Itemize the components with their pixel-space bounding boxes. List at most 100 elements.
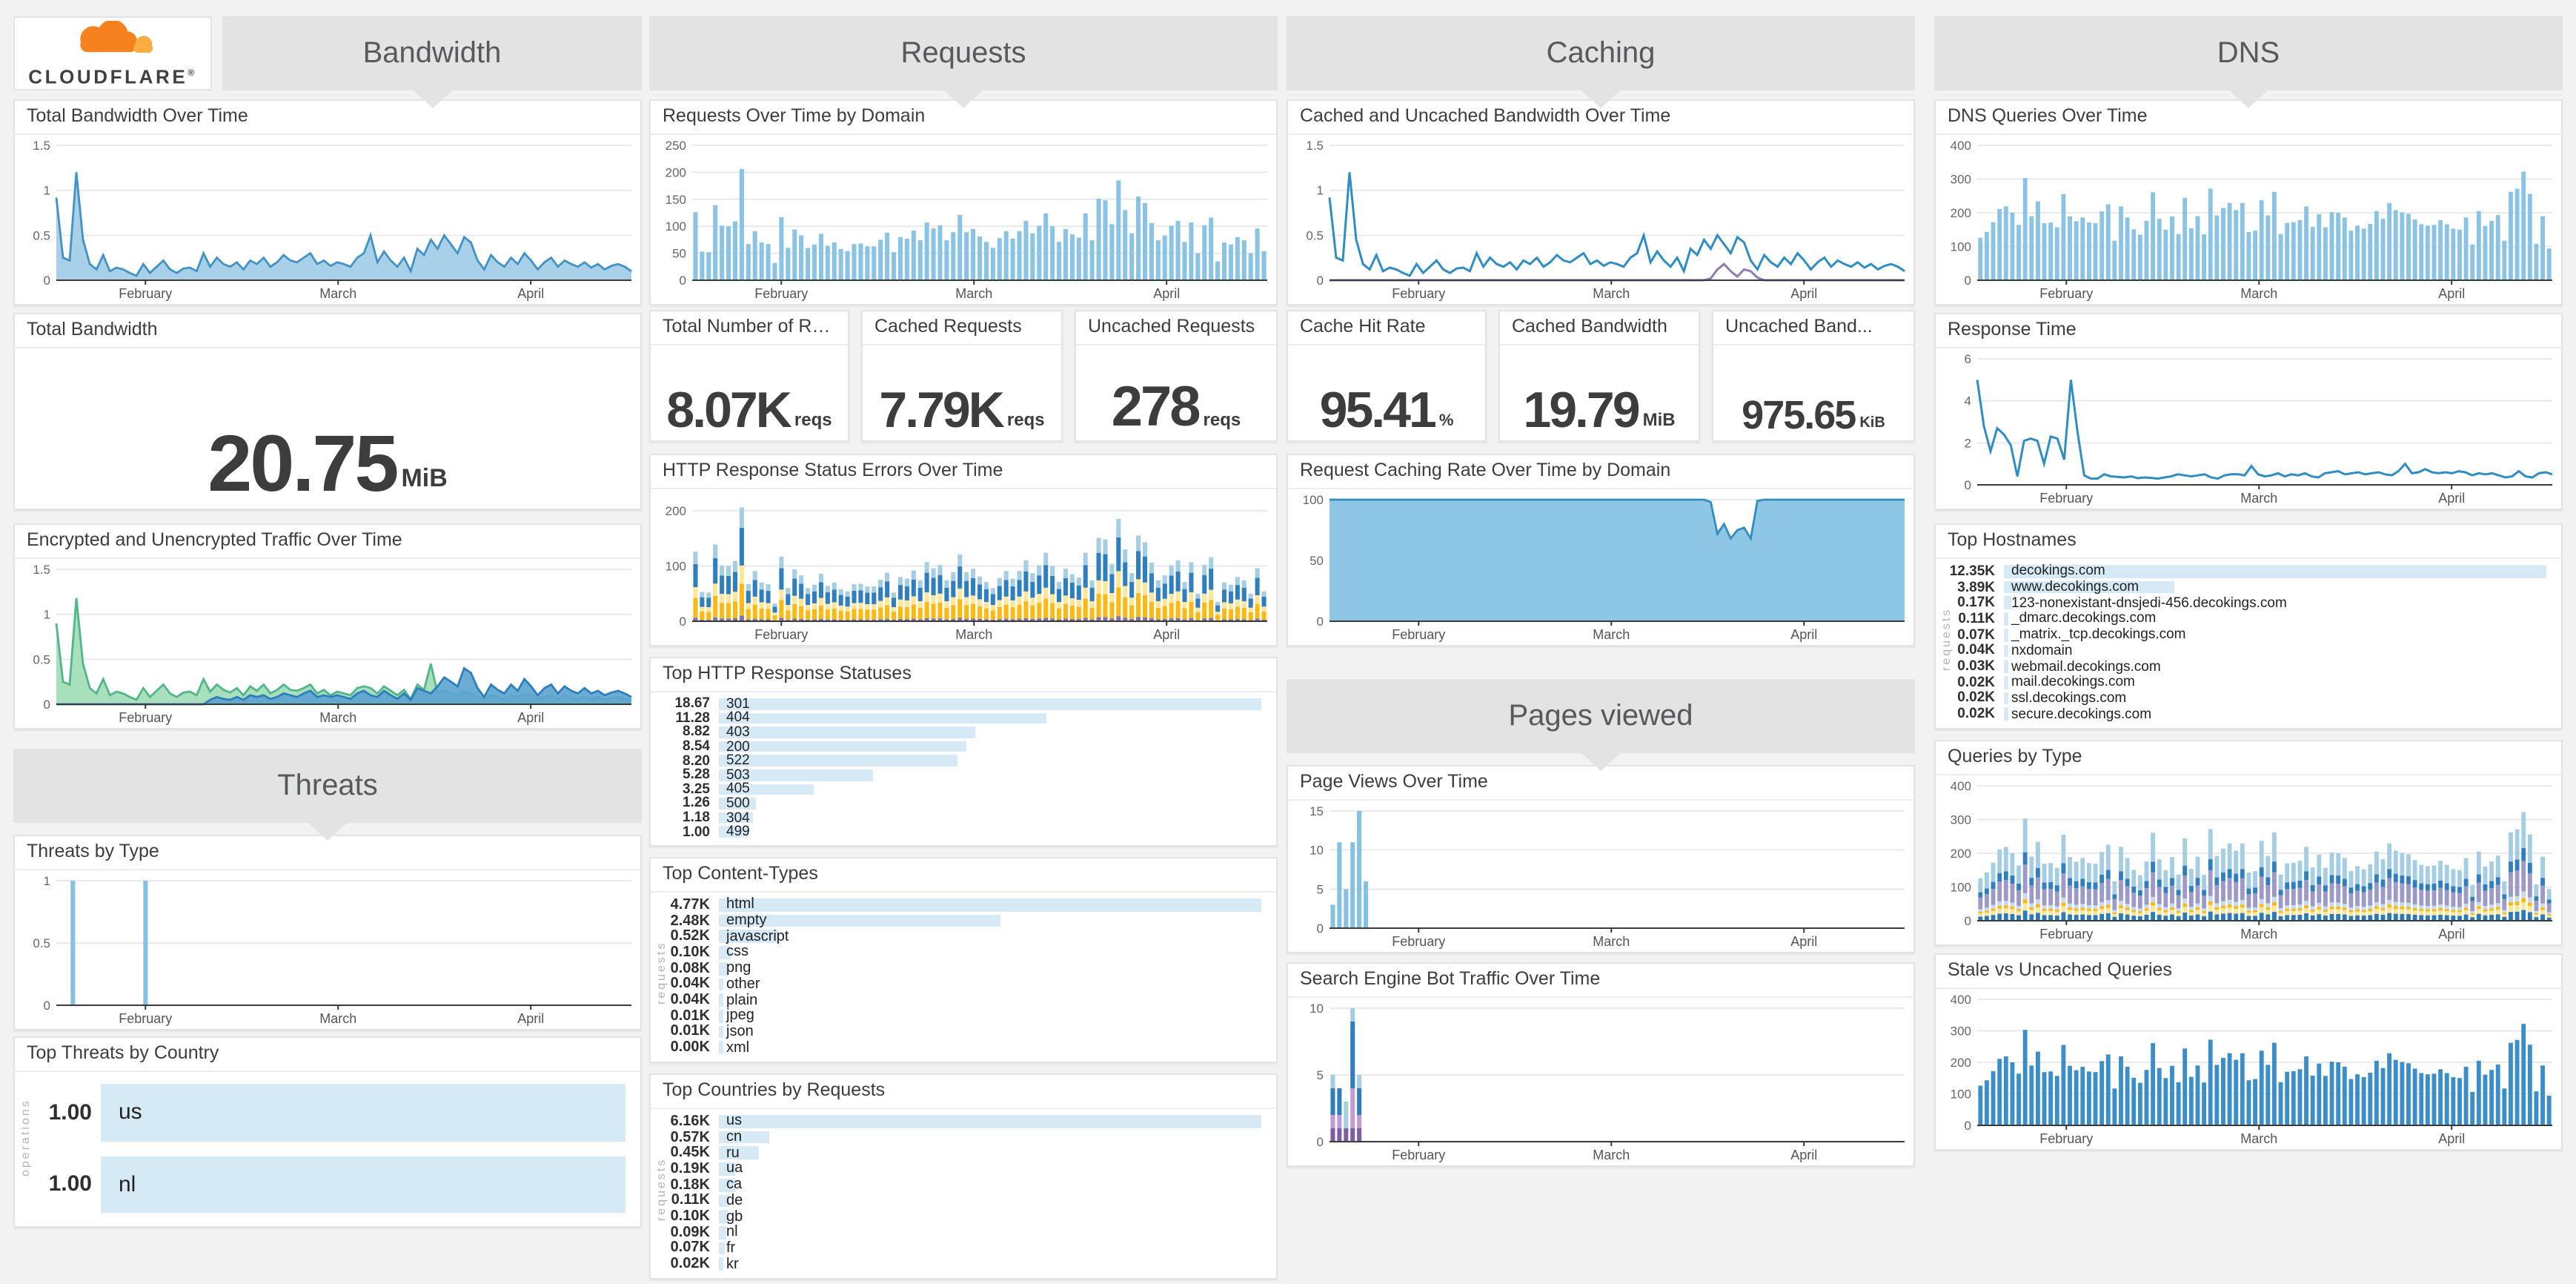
list-item-bar: [719, 899, 1261, 912]
http-errors-chart: 0 100 200 February March April: [665, 504, 1267, 642]
cloudflare-wordmark: CLOUDFLARE®: [28, 65, 197, 88]
list-item: 0.10K css: [651, 944, 1261, 961]
y-axis-label: requests: [654, 940, 668, 1004]
svg-text:April: April: [1153, 627, 1180, 642]
panel-title: Threats by Type: [15, 836, 640, 870]
stat-unit: reqs: [1006, 409, 1045, 430]
list-item-bar: [719, 1242, 726, 1255]
list-item-bar: [719, 1162, 736, 1176]
panel-title: Top HTTP Response Statuses: [651, 658, 1276, 692]
svg-text:April: April: [2438, 927, 2465, 942]
top-statuses-list: 18.67 301 11.28 404 8.82 403 8.54 200 8.20 522 5.2…: [651, 692, 1276, 844]
list-item-value: 12.35K: [1949, 563, 1995, 580]
list-item-label: 405: [726, 781, 750, 798]
list-item-value: 1.26: [683, 795, 710, 812]
svg-text:0: 0: [44, 274, 50, 288]
list-item-bar: [719, 962, 728, 976]
list-item-label: ru: [726, 1145, 740, 1162]
list-item-label: 304: [726, 810, 750, 827]
panel-cache-hit-rate-stat: Cache Hit Rate 95.41 %: [1287, 310, 1487, 442]
section-header-label: Bandwidth: [362, 36, 502, 69]
list-item-value: 0.18K: [670, 1177, 710, 1194]
panel-title: Top Content-Types: [651, 858, 1276, 893]
list-item-value: 0.03K: [1957, 658, 1995, 675]
svg-text:100: 100: [665, 559, 686, 573]
list-item-bar: [719, 1194, 729, 1208]
panel-content-types: Top Content-Types requests 4.77K html 2.48…: [649, 857, 1278, 1063]
dns-queries-chart: 0 100 200 300 400 February March April: [1951, 139, 2552, 301]
panel-title: Cached Bandwidth: [1500, 311, 1699, 345]
svg-text:200: 200: [1951, 206, 1971, 220]
svg-text:March: March: [2240, 491, 2277, 506]
list-item-label: css: [726, 944, 748, 961]
column-requests: Requests Requests Over Time by Domain 0 5…: [649, 16, 1278, 1280]
svg-text:April: April: [1790, 1148, 1817, 1162]
panel-title: Response Time: [1936, 314, 2561, 348]
list-item: 0.04K nxdomain: [1936, 642, 2546, 659]
list-item: 8.82 403: [651, 724, 1261, 741]
list-item-value: 0.04K: [670, 992, 710, 1009]
svg-text:February: February: [119, 710, 172, 725]
svg-text:10: 10: [1309, 1002, 1324, 1016]
list-item-label: nl: [726, 1224, 738, 1241]
svg-text:0: 0: [1317, 1135, 1324, 1149]
section-header-label: Requests: [900, 36, 1026, 69]
section-header-label: DNS: [2217, 36, 2280, 69]
list-item-bar: [719, 1225, 727, 1240]
list-item-value: 0.07K: [670, 1240, 710, 1257]
list-item-label: _dmarc.decokings.com: [2011, 610, 2157, 627]
list-item-label: webmail.decokings.com: [2011, 658, 2161, 675]
svg-text:0.5: 0.5: [1306, 228, 1324, 242]
svg-text:March: March: [1593, 1148, 1630, 1162]
panel-top-countries: Top Countries by Requests requests 6.16K…: [649, 1073, 1278, 1280]
panel-title: Request Caching Rate Over Time by Domain: [1288, 455, 1913, 489]
list-item-label: de: [726, 1192, 743, 1209]
cloudflare-cloud-icon: [80, 20, 153, 53]
svg-text:1: 1: [1317, 184, 1324, 198]
svg-text:February: February: [2039, 1131, 2093, 1146]
list-item: 1.00 us: [15, 1076, 625, 1148]
list-item: 0.08K png: [651, 960, 1261, 976]
list-item: 0.01K jpeg: [651, 1008, 1261, 1025]
list-item-value: 0.19K: [670, 1160, 710, 1177]
list-item-value: 0.04K: [1957, 642, 1995, 659]
svg-text:1.5: 1.5: [33, 139, 50, 153]
list-item: 0.02K ssl.decokings.com: [1936, 690, 2546, 706]
panel-title: Cached Requests: [863, 311, 1061, 345]
svg-text:April: April: [517, 1011, 544, 1026]
svg-text:March: March: [955, 627, 992, 642]
list-item-value: 1.00: [683, 824, 710, 841]
panel-title: HTTP Response Status Errors Over Time: [651, 455, 1276, 489]
list-item-bar: [719, 1115, 1261, 1128]
svg-text:February: February: [754, 286, 808, 301]
stat-unit: KiB: [1859, 415, 1885, 431]
panel-title: DNS Queries Over Time: [1936, 101, 2561, 135]
list-item-value: 4.77K: [670, 896, 710, 913]
list-item: 0.10K gb: [651, 1208, 1261, 1225]
list-item-bar: [2004, 692, 2009, 705]
list-item: 4.77K html: [651, 897, 1261, 913]
panel-title: Total Bandwidth: [15, 314, 640, 348]
section-header-label: Threats: [277, 769, 378, 801]
svg-text:1: 1: [44, 184, 50, 198]
svg-text:February: February: [1392, 286, 1445, 301]
svg-text:April: April: [517, 710, 544, 725]
svg-text:0: 0: [1965, 914, 1971, 928]
list-item-value: 0.01K: [670, 1023, 710, 1040]
panel-total-requests-stat: Total Number of Re... 8.07K reqs: [649, 310, 849, 442]
list-item-bar: [719, 1009, 724, 1023]
svg-text:15: 15: [1309, 804, 1324, 818]
svg-text:150: 150: [665, 193, 686, 207]
section-header-threats: Threats: [13, 749, 642, 841]
list-item-label: fr: [726, 1240, 736, 1257]
requests-over-time-chart: 0 50 100 150 200 250 February March April: [665, 139, 1267, 301]
svg-text:100: 100: [1951, 1088, 1971, 1102]
svg-text:1: 1: [44, 874, 50, 888]
list-item-value: 0.17K: [1957, 595, 1995, 612]
stale-queries-chart: 0 100 200 300 400 February March April: [1951, 993, 2552, 1146]
list-item-value: 0.57K: [670, 1129, 710, 1146]
list-item-bar: [719, 914, 1001, 927]
list-item: 0.04K other: [651, 976, 1261, 993]
list-item: 0.00K xml: [651, 1039, 1261, 1056]
list-item-value: 8.54: [683, 738, 710, 755]
